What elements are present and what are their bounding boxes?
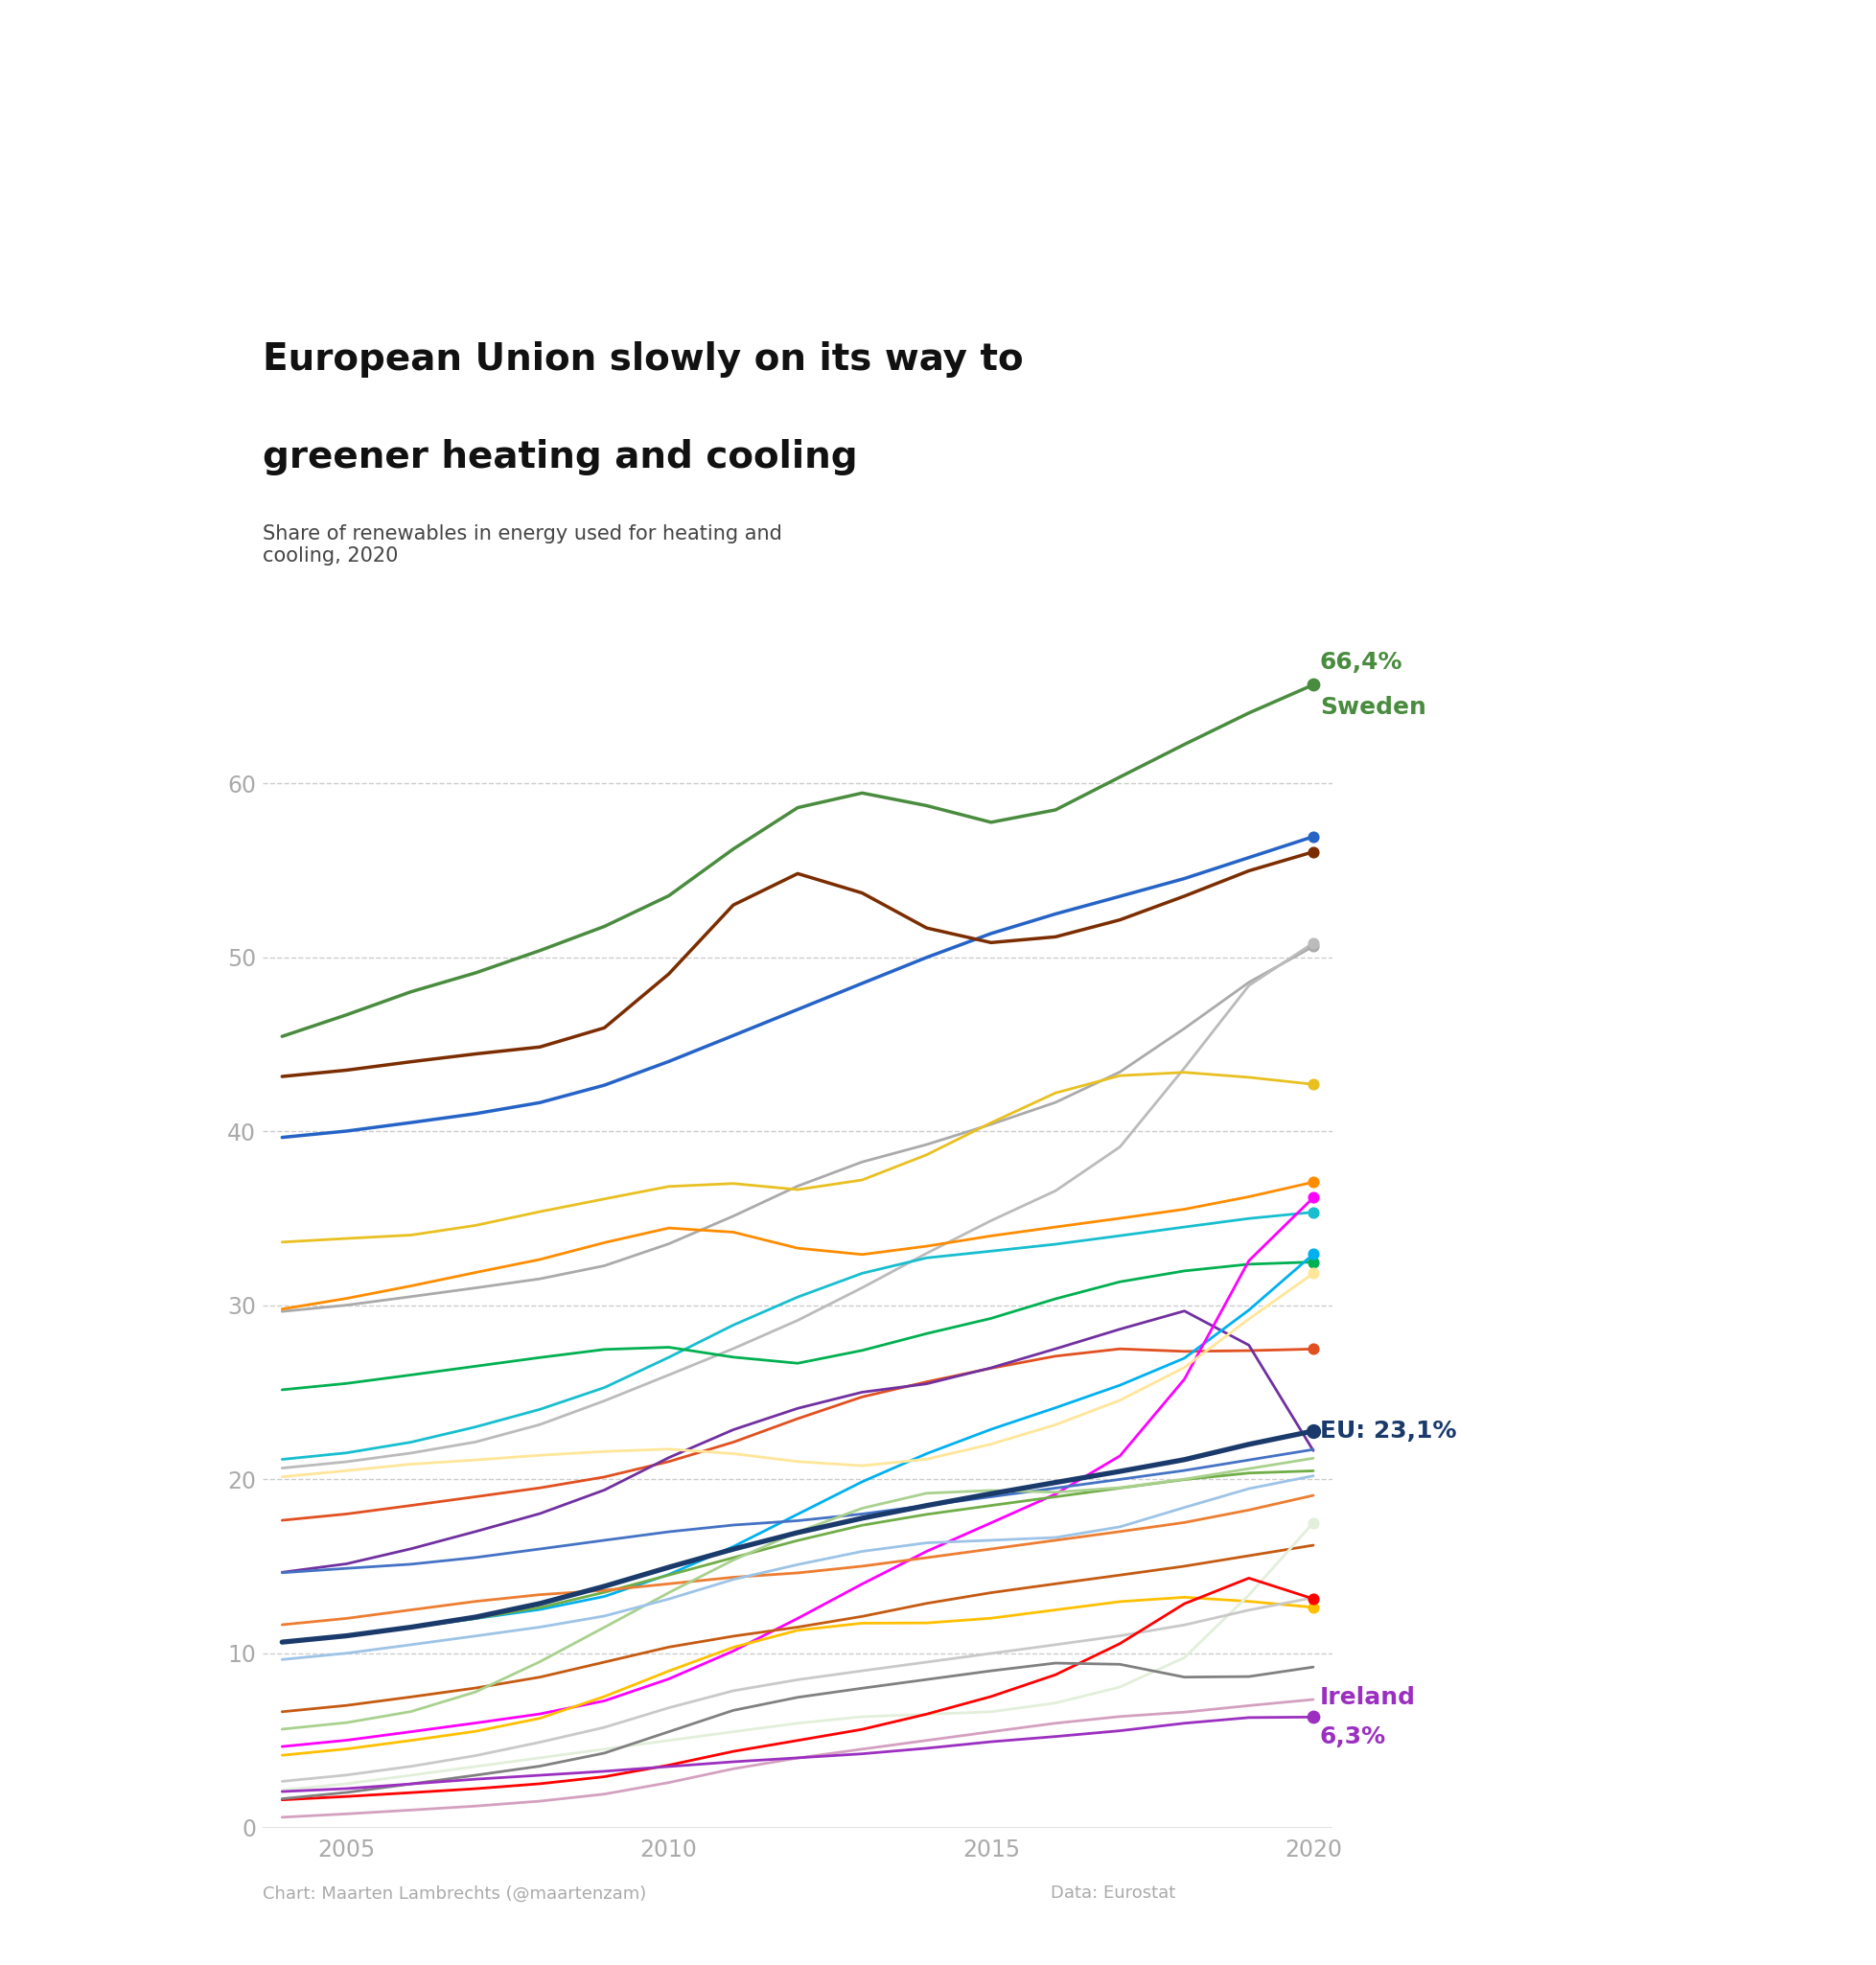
- Text: 6,3%: 6,3%: [1319, 1725, 1386, 1749]
- Text: Ireland: Ireland: [1319, 1686, 1415, 1710]
- Point: [1298, 1592, 1328, 1623]
- Point: [1298, 1197, 1328, 1228]
- Text: European Union slowly on its way to: European Union slowly on its way to: [263, 342, 1022, 377]
- Point: [1298, 1584, 1328, 1615]
- Point: [1298, 927, 1328, 959]
- Point: [1298, 1238, 1328, 1269]
- Point: [1298, 1334, 1328, 1366]
- Text: Sweden: Sweden: [1319, 696, 1426, 719]
- Point: [1298, 1069, 1328, 1100]
- Text: Chart: Maarten Lambrechts (@maartenzam): Chart: Maarten Lambrechts (@maartenzam): [263, 1884, 645, 1902]
- Text: Share of renewables in energy used for heating and
cooling, 2020: Share of renewables in energy used for h…: [263, 525, 782, 566]
- Point: [1298, 1258, 1328, 1289]
- Point: [1298, 668, 1328, 700]
- Point: [1298, 837, 1328, 869]
- Point: [1298, 1507, 1328, 1539]
- Text: Data: Eurostat: Data: Eurostat: [1051, 1884, 1176, 1902]
- Point: [1298, 1702, 1328, 1733]
- Point: [1298, 1181, 1328, 1212]
- Text: 66,4%: 66,4%: [1319, 650, 1401, 674]
- Point: [1298, 821, 1328, 853]
- Point: [1298, 1415, 1328, 1446]
- Text: greener heating and cooling: greener heating and cooling: [263, 438, 857, 476]
- Point: [1298, 1246, 1328, 1277]
- Point: [1298, 931, 1328, 963]
- Point: [1298, 1167, 1328, 1199]
- Text: EU: 23,1%: EU: 23,1%: [1319, 1419, 1456, 1442]
